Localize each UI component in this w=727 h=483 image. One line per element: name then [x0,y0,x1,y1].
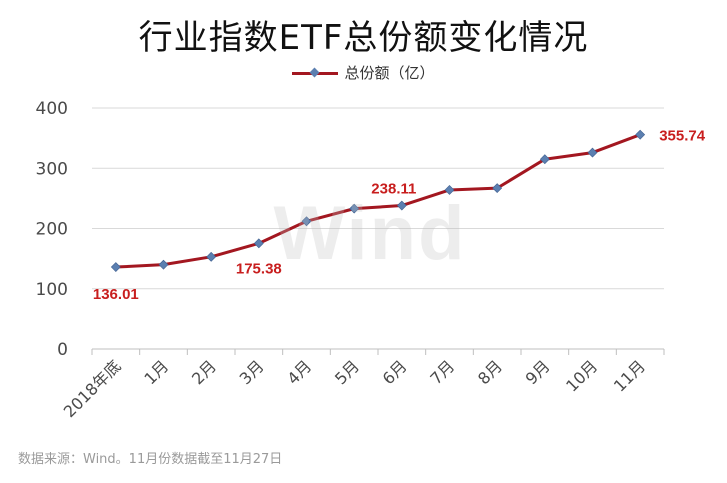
x-tick-label: 2月 [188,356,220,388]
x-tick-label: 2018年底 [60,356,125,421]
x-tick-label: 9月 [522,356,554,388]
data-point-marker [253,238,264,249]
data-point-marker [492,183,503,194]
y-tick-label: 300 [36,159,68,179]
data-point-marker [587,147,598,158]
data-label: 175.38 [236,260,282,277]
x-tick-label: 1月 [140,356,172,388]
watermark-logo: Wind [273,191,467,276]
x-tick-label: 8月 [474,356,506,388]
data-point-marker [635,129,646,140]
y-tick-label: 400 [36,99,68,119]
data-label: 355.74 [659,128,706,145]
x-tick-label: 3月 [236,356,268,388]
x-tick-label: 10月 [562,356,601,395]
x-tick-label: 6月 [379,356,411,388]
data-point-marker [301,216,312,227]
data-point-marker [539,154,550,165]
data-label: 136.01 [93,286,139,303]
y-tick-label: 100 [36,280,68,300]
footnote: 数据来源：Wind。11月份数据截至11月27日 [18,452,283,467]
y-tick-label: 0 [57,340,68,360]
data-point-marker [158,259,169,270]
data-point-marker [206,251,217,262]
chart-title: 行业指数ETF总份额变化情况 [138,18,589,58]
x-tick-label: 11月 [610,356,649,395]
legend-label: 总份额（亿） [344,64,435,82]
data-point-marker [349,203,360,214]
data-point-marker [396,200,407,211]
x-tick-label: 5月 [331,356,363,388]
data-label: 238.11 [371,181,416,198]
legend: 总份额（亿） [0,62,727,83]
series-line [115,133,641,269]
data-point-marker [110,262,121,272]
y-tick-label: 200 [36,220,68,240]
data-point-marker [444,185,455,195]
x-tick-label: 7月 [426,356,458,388]
legend-swatch [292,66,339,80]
x-tick-label: 4月 [283,356,315,388]
